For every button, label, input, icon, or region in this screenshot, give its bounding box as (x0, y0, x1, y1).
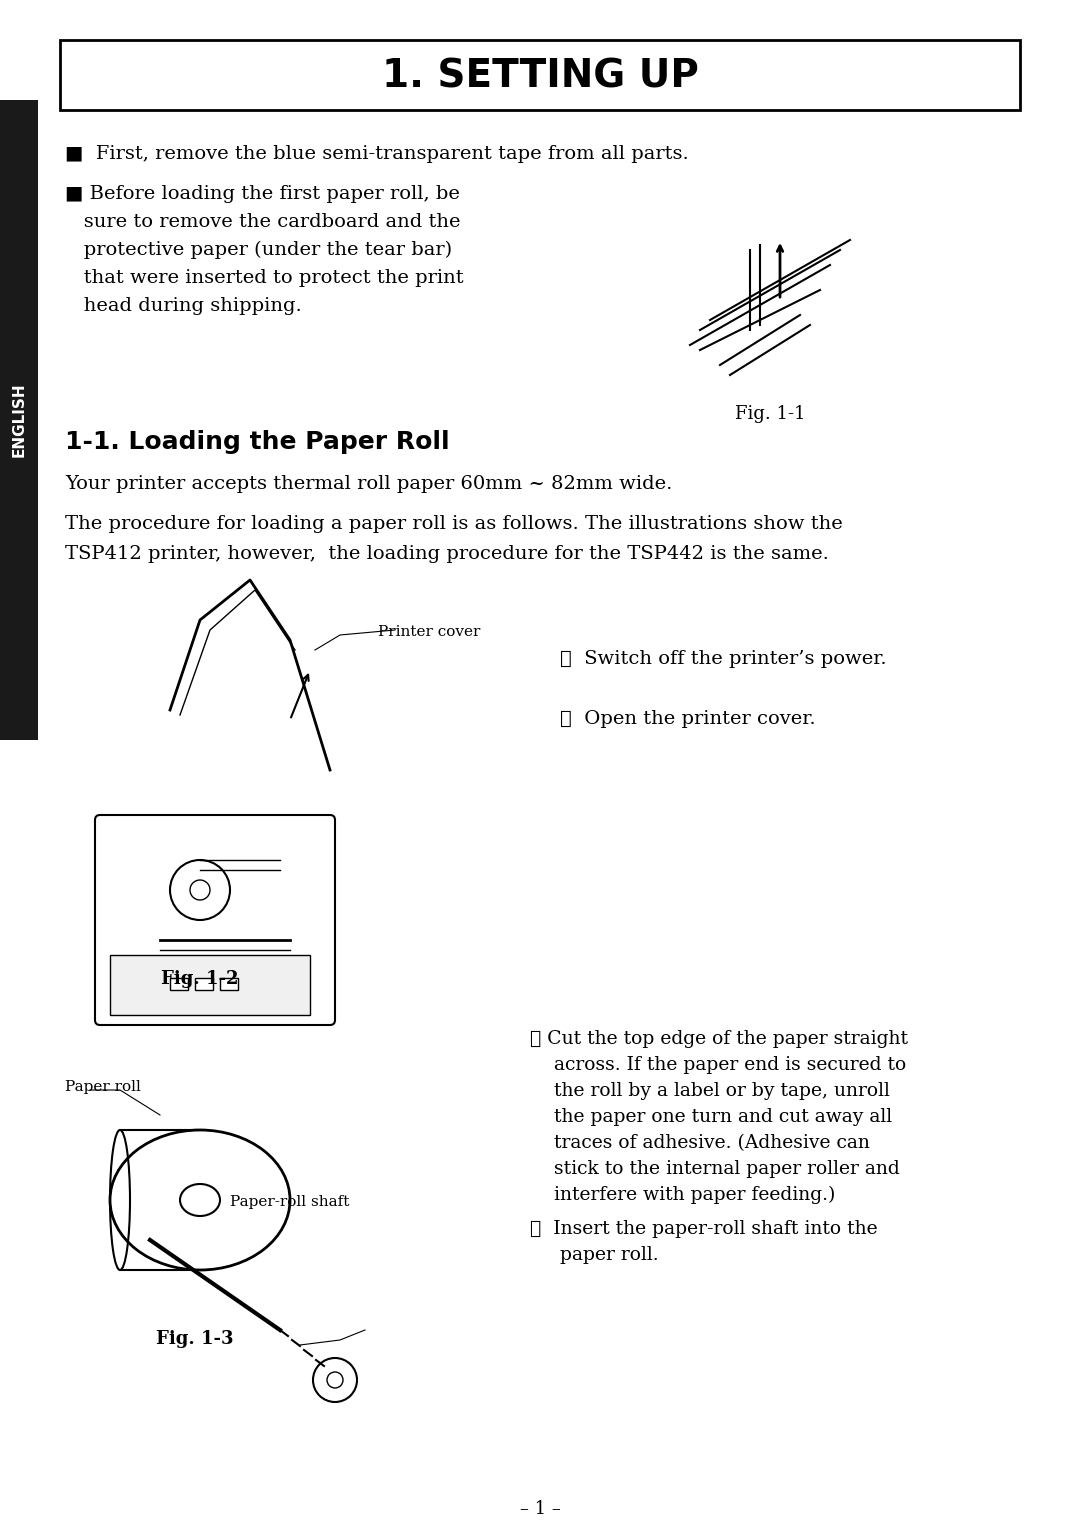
Text: Fig. 1-2: Fig. 1-2 (161, 970, 239, 987)
Bar (60, 40, 1020, 110)
FancyBboxPatch shape (95, 816, 335, 1026)
Text: Fig. 1-1: Fig. 1-1 (734, 405, 806, 423)
Text: paper roll.: paper roll. (530, 1246, 659, 1265)
Text: Paper roll: Paper roll (65, 1081, 140, 1095)
Text: sure to remove the cardboard and the: sure to remove the cardboard and the (65, 213, 460, 231)
Bar (170, 978, 188, 990)
Text: – 1 –: – 1 – (519, 1499, 561, 1518)
Text: Your printer accepts thermal roll paper 60mm ~ 82mm wide.: Your printer accepts thermal roll paper … (65, 475, 673, 494)
Text: ④  Insert the paper-roll shaft into the: ④ Insert the paper-roll shaft into the (530, 1220, 878, 1239)
Bar (220, 978, 238, 990)
Text: protective paper (under the tear bar): protective paper (under the tear bar) (65, 241, 453, 259)
Text: the paper one turn and cut away all: the paper one turn and cut away all (530, 1108, 892, 1127)
Text: ■  First, remove the blue semi-transparent tape from all parts.: ■ First, remove the blue semi-transparen… (65, 146, 689, 162)
Text: interfere with paper feeding.): interfere with paper feeding.) (530, 1187, 835, 1205)
Text: 1. SETTING UP: 1. SETTING UP (381, 58, 699, 97)
Text: ③ Cut the top edge of the paper straight: ③ Cut the top edge of the paper straight (530, 1030, 908, 1049)
Text: ①  Switch off the printer’s power.: ① Switch off the printer’s power. (561, 650, 887, 668)
Text: that were inserted to protect the print: that were inserted to protect the print (65, 268, 463, 287)
Text: the roll by a label or by tape, unroll: the roll by a label or by tape, unroll (530, 1082, 890, 1101)
Bar (195, 978, 213, 990)
Text: stick to the internal paper roller and: stick to the internal paper roller and (530, 1160, 900, 1177)
Bar (110, 955, 310, 1015)
Text: head during shipping.: head during shipping. (65, 297, 301, 314)
Text: TSP412 printer, however,  the loading procedure for the TSP442 is the same.: TSP412 printer, however, the loading pro… (65, 546, 828, 563)
Text: The procedure for loading a paper roll is as follows. The illustrations show the: The procedure for loading a paper roll i… (65, 515, 842, 533)
Text: ■ Before loading the first paper roll, be: ■ Before loading the first paper roll, b… (65, 185, 460, 202)
Text: 1-1. Loading the Paper Roll: 1-1. Loading the Paper Roll (65, 429, 449, 454)
Bar (0, 100, 38, 740)
Text: Fig. 1-3: Fig. 1-3 (157, 1331, 233, 1348)
Text: ENGLISH: ENGLISH (12, 383, 27, 457)
Text: traces of adhesive. (Adhesive can: traces of adhesive. (Adhesive can (530, 1134, 869, 1151)
Text: Paper-roll shaft: Paper-roll shaft (230, 1196, 349, 1210)
Text: ②  Open the printer cover.: ② Open the printer cover. (561, 710, 815, 728)
Text: across. If the paper end is secured to: across. If the paper end is secured to (530, 1056, 906, 1075)
Text: Printer cover: Printer cover (378, 625, 481, 639)
